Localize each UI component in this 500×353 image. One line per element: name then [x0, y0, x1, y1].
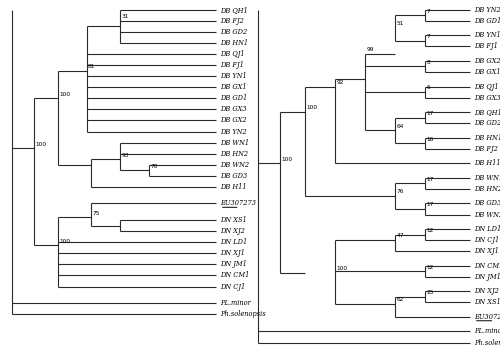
Text: DN CM1: DN CM1: [474, 262, 500, 270]
Text: DB GD2: DB GD2: [474, 119, 500, 127]
Text: DN CJ1: DN CJ1: [220, 282, 245, 291]
Text: DN JM1: DN JM1: [474, 273, 500, 281]
Text: DB FJ2: DB FJ2: [474, 145, 498, 153]
Text: DB GD1: DB GD1: [474, 17, 500, 25]
Text: DB QH1: DB QH1: [220, 6, 248, 14]
Text: DB GX2: DB GX2: [474, 57, 500, 65]
Text: DB HN1: DB HN1: [474, 134, 500, 142]
Text: 25: 25: [426, 290, 434, 295]
Text: DN XS1: DN XS1: [474, 298, 500, 306]
Text: 17: 17: [426, 111, 434, 116]
Text: DB FJ1: DB FJ1: [474, 42, 498, 50]
Text: DN CJ1: DN CJ1: [474, 236, 499, 244]
Text: DN XJ2: DN XJ2: [474, 287, 498, 295]
Text: DB FJ1: DB FJ1: [220, 61, 244, 69]
Text: 93: 93: [122, 153, 129, 158]
Text: DB GX1: DB GX1: [220, 83, 246, 91]
Text: 8: 8: [426, 60, 430, 65]
Text: 12: 12: [426, 228, 434, 233]
Text: DB GX3: DB GX3: [474, 94, 500, 102]
Text: DB GX1: DB GX1: [474, 68, 500, 76]
Text: DB YN2: DB YN2: [220, 127, 246, 136]
Text: DB HN1: DB HN1: [220, 39, 248, 47]
Text: DB GX2: DB GX2: [220, 116, 246, 125]
Text: DN LD1: DN LD1: [220, 238, 247, 246]
Text: 12: 12: [426, 264, 434, 270]
Text: DB GD3: DB GD3: [474, 199, 500, 208]
Text: DB GX3: DB GX3: [220, 106, 246, 113]
Text: DB WN1: DB WN1: [220, 139, 249, 146]
Text: DB H11: DB H11: [474, 159, 500, 167]
Text: 7: 7: [426, 34, 430, 39]
Text: DN JM1: DN JM1: [220, 261, 246, 268]
Text: DB QJ1: DB QJ1: [474, 83, 498, 91]
Text: 51: 51: [396, 22, 404, 26]
Text: 16: 16: [426, 137, 434, 142]
Text: Ph.solenopsis: Ph.solenopsis: [220, 310, 266, 318]
Text: 75: 75: [92, 211, 100, 216]
Text: DB GD1: DB GD1: [220, 94, 247, 102]
Text: PL.minor: PL.minor: [474, 328, 500, 335]
Text: 100: 100: [306, 106, 318, 110]
Text: DN LD1: DN LD1: [474, 225, 500, 233]
Text: DB QJ1: DB QJ1: [220, 50, 244, 58]
Text: DB GD3: DB GD3: [220, 172, 247, 180]
Text: 99: 99: [366, 47, 374, 52]
Text: DN XS1: DN XS1: [220, 216, 246, 224]
Text: DB WN1: DB WN1: [474, 174, 500, 182]
Text: DB YN1: DB YN1: [220, 72, 246, 80]
Text: 100: 100: [35, 142, 46, 147]
Text: DB FJ2: DB FJ2: [220, 17, 244, 25]
Text: 31: 31: [122, 14, 129, 19]
Text: EU307273: EU307273: [220, 199, 256, 208]
Text: DB WN2: DB WN2: [220, 161, 249, 169]
Text: DB H11: DB H11: [220, 183, 246, 191]
Text: DB YN1: DB YN1: [474, 31, 500, 39]
Text: 62: 62: [396, 298, 404, 303]
Text: DN CM1: DN CM1: [220, 271, 249, 280]
Text: DB YN2: DB YN2: [474, 6, 500, 14]
Text: 100: 100: [59, 92, 70, 97]
Text: 6: 6: [426, 85, 430, 90]
Text: DB HN2: DB HN2: [474, 185, 500, 193]
Text: 64: 64: [396, 124, 404, 129]
Text: EU307273: EU307273: [474, 313, 500, 321]
Text: 70: 70: [150, 164, 158, 169]
Text: 17: 17: [426, 177, 434, 182]
Text: 100: 100: [336, 266, 347, 271]
Text: DB WN2: DB WN2: [474, 210, 500, 219]
Text: 17: 17: [426, 202, 434, 207]
Text: 47: 47: [396, 233, 404, 238]
Text: 81: 81: [88, 64, 95, 69]
Text: DN XJ2: DN XJ2: [220, 227, 244, 235]
Text: DB GD2: DB GD2: [220, 28, 247, 36]
Text: DB QH1: DB QH1: [474, 108, 500, 116]
Text: Ph.solenopsis: Ph.solenopsis: [474, 339, 500, 347]
Text: PL.minor: PL.minor: [220, 299, 250, 307]
Text: 100: 100: [59, 239, 70, 244]
Text: DN XJ1: DN XJ1: [220, 249, 244, 257]
Text: DB HN2: DB HN2: [220, 150, 248, 158]
Text: 100: 100: [281, 157, 292, 162]
Text: 92: 92: [336, 80, 344, 85]
Text: DN XJ1: DN XJ1: [474, 247, 498, 255]
Text: 76: 76: [396, 190, 404, 195]
Text: 7: 7: [426, 8, 430, 13]
